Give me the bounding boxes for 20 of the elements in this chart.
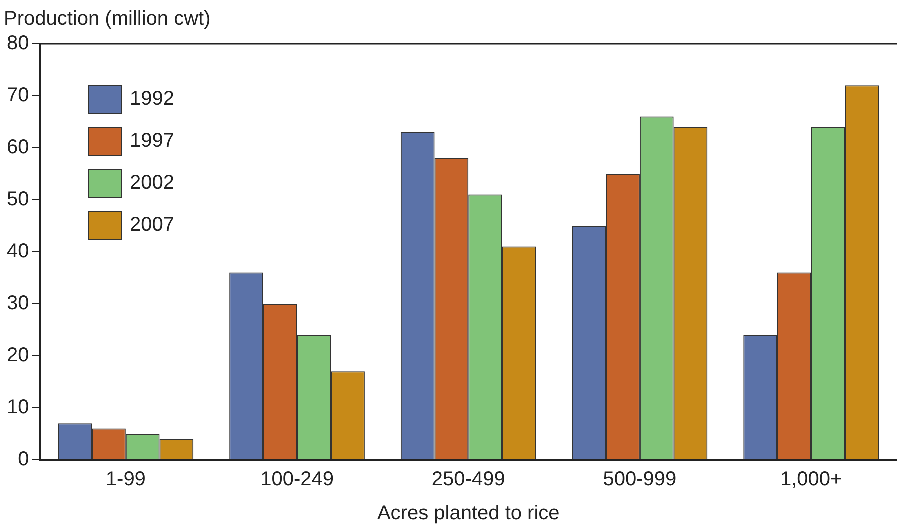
y-tick-label: 50: [6, 188, 30, 211]
x-axis-title: Acres planted to rice: [377, 502, 560, 525]
y-tick-label: 70: [6, 84, 30, 107]
y-tick-label: 60: [6, 136, 30, 159]
x-tick-label: 1-99: [106, 468, 146, 491]
x-tick-label: 1,000+: [780, 468, 842, 491]
y-tick-label: 20: [6, 344, 30, 367]
legend-label: 2002: [130, 172, 174, 194]
legend-label: 1992: [130, 88, 174, 110]
legend-label: 1997: [130, 130, 174, 152]
y-tick-label: 80: [6, 32, 30, 55]
x-tick-label: 100-249: [260, 468, 334, 491]
y-tick-label: 10: [6, 396, 30, 419]
x-tick-label: 500-999: [603, 468, 677, 491]
y-tick-label: 0: [18, 448, 30, 471]
y-tick-label: 30: [6, 292, 30, 315]
x-tick-label: 250-499: [432, 468, 506, 491]
legend-label: 2007: [130, 214, 174, 236]
y-axis-title: Production (million cwt): [4, 8, 211, 31]
y-tick-label: 40: [6, 240, 30, 263]
